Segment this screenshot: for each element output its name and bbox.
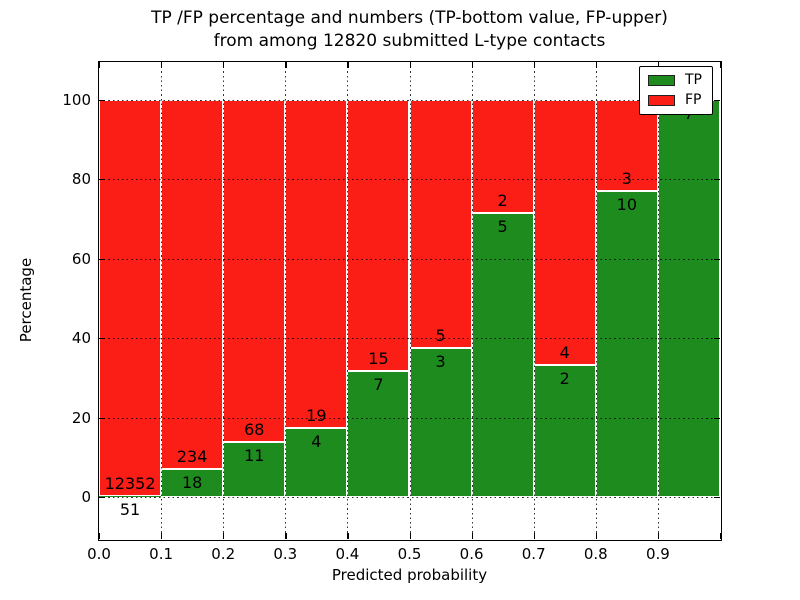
x-tickmark-top	[533, 62, 535, 68]
y-tickmark-right	[714, 338, 720, 340]
x-tick-label: 0.3	[273, 545, 298, 563]
x-tickmark-top	[347, 62, 349, 68]
tp-count-label: 10	[616, 195, 638, 215]
fp-count-label: 234	[176, 446, 208, 466]
chart-title-line1: TP /FP percentage and numbers (TP-bottom…	[151, 8, 668, 28]
legend-item: FP	[648, 93, 702, 107]
y-tick-label: 40	[71, 329, 91, 348]
fp-count-label: 15	[368, 348, 389, 368]
y-tickmark-left	[99, 258, 105, 260]
tp-bar-segment	[533, 364, 596, 498]
legend-item-label: TP	[685, 72, 702, 88]
fp-bar-segment	[99, 99, 162, 496]
y-tickmark-left	[99, 338, 105, 340]
x-tickmark-bottom	[409, 533, 411, 539]
x-tickmark-bottom	[161, 533, 163, 539]
x-tick-label: 0.2	[211, 545, 236, 563]
x-tickmark-bottom	[99, 533, 101, 539]
tp-bar-segment	[99, 495, 162, 498]
fp-bar-segment	[533, 99, 596, 365]
x-tickmark-top	[720, 62, 722, 68]
fp-bar-segment	[161, 99, 224, 469]
tp-count-label: 5	[497, 217, 508, 237]
fp-bar-segment	[471, 99, 534, 214]
y-tickmark-right	[714, 497, 720, 499]
x-tickmark-top	[223, 62, 225, 68]
fp-count-label: 3	[621, 169, 632, 189]
y-tick-label: 100	[62, 90, 91, 109]
y-tickmark-left	[99, 179, 105, 181]
x-tick-label: 0.9	[645, 545, 670, 563]
y-tickmark-left	[99, 497, 105, 499]
tp-bar-segment	[595, 191, 658, 498]
x-tickmark-bottom	[657, 533, 660, 539]
x-tick-label: 0.6	[459, 545, 484, 563]
fp-count-label: 2	[497, 191, 508, 211]
x-axis-label: Predicted probability	[331, 566, 488, 584]
x-tick-label: 0.0	[87, 545, 111, 563]
tp-count-label: 18	[181, 472, 203, 492]
x-tickmark-top	[99, 62, 101, 68]
x-tickmark-top	[409, 62, 411, 68]
fp-count-label: 12352	[104, 473, 156, 493]
x-tickmark-bottom	[533, 533, 535, 539]
x-tickmark-bottom	[595, 533, 598, 539]
chart-title-line2: from among 12820 submitted L-type contac…	[213, 31, 606, 51]
fp-count-label: 68	[244, 419, 265, 439]
x-tickmark-top	[595, 62, 598, 68]
tp-legend-swatch	[648, 74, 675, 86]
x-tick-label: 0.5	[397, 545, 422, 563]
legend-item-label: FP	[685, 92, 702, 108]
x-tickmark-bottom	[223, 533, 225, 539]
horizontal-gridline	[99, 497, 720, 499]
tp-bar-segment	[161, 468, 224, 498]
x-tick-label: 0.7	[521, 545, 546, 563]
y-tickmark-right	[714, 417, 720, 419]
y-tick-label: 0	[81, 488, 91, 507]
x-tick-label: 0.1	[149, 545, 174, 563]
tp-count-label: 7	[373, 374, 384, 394]
x-tick-label: 0.4	[335, 545, 360, 563]
chart-title: TP /FP percentage and numbers (TP-bottom…	[99, 7, 720, 53]
x-tickmark-top	[471, 62, 473, 68]
y-tickmark-left	[99, 417, 105, 419]
y-tickmark-right	[714, 258, 720, 260]
fp-bar-segment	[409, 99, 472, 349]
y-tickmark-right	[714, 99, 720, 101]
tp-bar-segment	[471, 213, 534, 498]
x-tickmark-top	[285, 62, 287, 68]
tp-bar-segment	[409, 348, 472, 498]
y-tickmark-left	[99, 99, 105, 101]
fp-count-label: 4	[559, 342, 570, 362]
x-tickmark-bottom	[285, 533, 287, 539]
y-tickmark-right	[714, 179, 720, 181]
fp-bar-segment	[285, 99, 348, 429]
x-tickmark-bottom	[471, 533, 473, 539]
tp-count-label: 4	[311, 432, 322, 452]
fp-bar-segment	[223, 99, 286, 442]
tp-count-label: 51	[119, 499, 141, 519]
y-tick-label: 60	[71, 249, 91, 268]
x-tick-label: 0.8	[583, 545, 608, 563]
x-tickmark-bottom	[720, 533, 722, 539]
legend-item: TP	[648, 73, 702, 87]
tp-bar-segment	[657, 99, 720, 498]
tp-count-label: 3	[435, 352, 446, 372]
fp-count-label: 19	[306, 406, 327, 426]
fp-count-label: 5	[435, 326, 446, 346]
tp-count-label: 2	[559, 368, 570, 388]
tp-count-label: 11	[244, 445, 265, 465]
y-tick-label: 80	[71, 170, 91, 189]
legend: TP FP	[639, 66, 713, 115]
y-tick-label: 20	[71, 408, 91, 427]
x-tickmark-top	[161, 62, 163, 68]
x-tickmark-bottom	[347, 533, 349, 539]
fp-bar-segment	[347, 99, 410, 371]
fp-legend-swatch	[648, 94, 675, 106]
